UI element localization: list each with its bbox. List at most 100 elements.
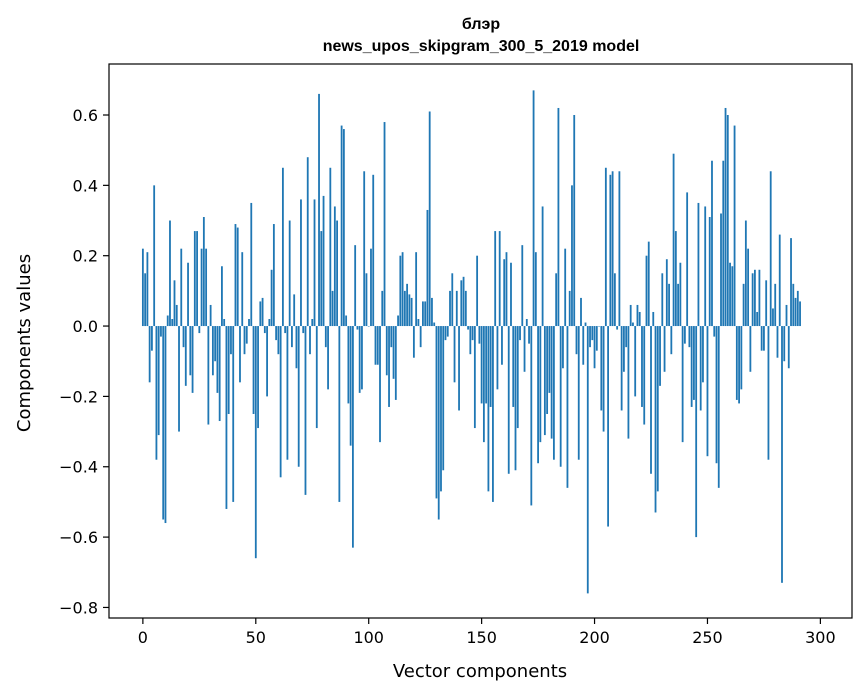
- bar: [272, 224, 275, 327]
- bar: [390, 326, 393, 348]
- bar: [329, 167, 332, 327]
- bar: [155, 326, 158, 460]
- bar: [388, 326, 390, 407]
- bar: [647, 241, 650, 327]
- x-tick-label: 150: [466, 628, 497, 647]
- bar: [422, 301, 424, 327]
- bar: [449, 290, 451, 327]
- bar: [487, 326, 490, 492]
- bar: [722, 160, 725, 327]
- bar: [408, 294, 411, 327]
- bar: [778, 234, 781, 327]
- bar: [790, 238, 792, 327]
- bar: [419, 326, 422, 348]
- bar: [582, 326, 585, 365]
- bar: [776, 326, 779, 358]
- bar: [602, 326, 605, 432]
- bar: [248, 319, 250, 327]
- bar: [297, 326, 300, 467]
- bar: [178, 326, 180, 432]
- bar: [245, 326, 248, 344]
- y-tick-label: −0.2: [59, 387, 98, 406]
- bar: [690, 326, 693, 407]
- bar: [760, 326, 763, 351]
- bar: [455, 290, 458, 327]
- bar: [742, 283, 745, 327]
- bar: [383, 122, 386, 327]
- bar: [180, 248, 183, 327]
- bar: [480, 326, 483, 404]
- bar: [541, 206, 544, 327]
- plot-frame: [108, 63, 853, 619]
- bar: [591, 326, 594, 341]
- bar: [288, 220, 291, 327]
- bar: [772, 308, 774, 327]
- bar: [661, 273, 664, 327]
- x-tick-label: 0: [138, 628, 148, 647]
- bar: [406, 283, 409, 327]
- bar: [311, 319, 314, 327]
- bar: [187, 262, 189, 327]
- bar: [315, 326, 318, 429]
- bar: [424, 301, 427, 327]
- bar: [708, 217, 711, 327]
- bar: [469, 326, 472, 355]
- bar: [261, 297, 264, 327]
- bar: [724, 107, 727, 327]
- bar: [525, 319, 528, 327]
- bar: [356, 326, 359, 330]
- bar: [300, 199, 302, 327]
- bar: [476, 255, 479, 327]
- bar: [600, 326, 603, 411]
- bar: [568, 290, 571, 327]
- bar: [157, 326, 160, 436]
- bar: [318, 93, 320, 327]
- bar: [625, 326, 628, 348]
- y-tick-label: 0.2: [73, 247, 98, 266]
- bar: [372, 174, 375, 327]
- bar: [268, 319, 271, 327]
- bar: [252, 326, 255, 414]
- bar: [225, 326, 228, 509]
- x-tick-label: 50: [246, 628, 266, 647]
- bar: [322, 195, 325, 327]
- bar: [460, 280, 463, 327]
- bar: [510, 262, 512, 327]
- bar: [440, 326, 442, 492]
- bar: [218, 326, 221, 422]
- bar: [735, 326, 738, 400]
- bar: [302, 326, 305, 334]
- bar: [769, 171, 772, 327]
- bar: [796, 290, 799, 327]
- bar: [516, 326, 519, 429]
- bar: [349, 326, 352, 446]
- bar: [629, 304, 632, 327]
- bar: [645, 255, 648, 327]
- bar: [496, 326, 499, 390]
- bar: [365, 273, 368, 327]
- bar: [464, 290, 467, 327]
- bar: [437, 326, 440, 520]
- bar: [478, 326, 481, 344]
- bar: [577, 326, 580, 460]
- bar: [347, 326, 350, 404]
- bar: [609, 174, 612, 327]
- bar: [781, 326, 783, 583]
- bar: [792, 283, 795, 327]
- bar: [548, 326, 551, 393]
- bar: [507, 326, 510, 474]
- bar: [241, 252, 244, 327]
- bar: [320, 231, 323, 327]
- bar: [632, 322, 634, 327]
- bar: [573, 115, 576, 327]
- bar: [385, 326, 388, 376]
- bar: [731, 266, 734, 327]
- bar: [697, 202, 700, 327]
- bar: [641, 326, 643, 407]
- bar: [223, 319, 226, 327]
- bar: [277, 326, 280, 355]
- bar: [787, 326, 790, 369]
- bar: [236, 227, 239, 327]
- bar: [397, 315, 399, 327]
- bars-group: [141, 90, 801, 594]
